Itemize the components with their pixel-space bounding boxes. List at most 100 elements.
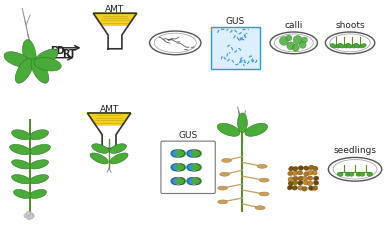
Ellipse shape — [308, 186, 314, 191]
Ellipse shape — [15, 58, 33, 83]
Ellipse shape — [220, 172, 230, 176]
Ellipse shape — [292, 180, 298, 185]
Circle shape — [292, 44, 299, 51]
Circle shape — [299, 41, 306, 48]
Ellipse shape — [308, 181, 313, 186]
Ellipse shape — [218, 200, 228, 204]
Ellipse shape — [12, 130, 31, 140]
Text: RT: RT — [62, 49, 76, 59]
Bar — [211, 27, 260, 69]
Circle shape — [28, 212, 32, 216]
Ellipse shape — [170, 150, 180, 157]
Circle shape — [287, 42, 295, 50]
Ellipse shape — [313, 181, 319, 185]
Ellipse shape — [217, 123, 240, 136]
Ellipse shape — [192, 150, 202, 157]
Ellipse shape — [10, 144, 31, 155]
Ellipse shape — [325, 32, 375, 54]
Ellipse shape — [302, 187, 307, 191]
Ellipse shape — [337, 172, 343, 176]
Ellipse shape — [92, 144, 109, 153]
Ellipse shape — [23, 40, 36, 67]
Ellipse shape — [170, 163, 180, 171]
Ellipse shape — [218, 186, 228, 190]
Ellipse shape — [33, 49, 58, 67]
Polygon shape — [93, 13, 137, 25]
Ellipse shape — [288, 177, 293, 181]
Ellipse shape — [297, 171, 303, 175]
Ellipse shape — [307, 176, 313, 180]
Ellipse shape — [90, 153, 108, 164]
Ellipse shape — [328, 158, 382, 181]
Ellipse shape — [312, 170, 317, 175]
Ellipse shape — [367, 172, 373, 176]
Polygon shape — [87, 113, 131, 125]
Ellipse shape — [292, 186, 298, 190]
Ellipse shape — [255, 206, 265, 210]
Ellipse shape — [356, 172, 362, 176]
Ellipse shape — [170, 177, 180, 185]
Ellipse shape — [352, 44, 358, 48]
Ellipse shape — [303, 180, 308, 185]
Circle shape — [27, 216, 31, 220]
Ellipse shape — [186, 163, 196, 171]
Circle shape — [302, 37, 308, 43]
Ellipse shape — [338, 44, 344, 48]
Ellipse shape — [4, 52, 30, 67]
Ellipse shape — [314, 176, 319, 181]
Ellipse shape — [302, 176, 307, 181]
Ellipse shape — [298, 186, 303, 190]
Ellipse shape — [186, 150, 196, 157]
Ellipse shape — [346, 44, 353, 48]
FancyBboxPatch shape — [161, 141, 215, 194]
Ellipse shape — [359, 172, 365, 176]
Ellipse shape — [313, 166, 318, 171]
Ellipse shape — [34, 58, 61, 71]
Ellipse shape — [245, 123, 268, 136]
Ellipse shape — [292, 171, 298, 176]
Circle shape — [26, 212, 30, 216]
Ellipse shape — [348, 172, 354, 176]
Ellipse shape — [14, 189, 31, 198]
Ellipse shape — [12, 160, 31, 169]
Ellipse shape — [150, 31, 201, 55]
Text: GUS: GUS — [179, 131, 198, 140]
Ellipse shape — [29, 160, 48, 169]
Ellipse shape — [257, 164, 267, 168]
Text: AMT: AMT — [99, 105, 119, 114]
Ellipse shape — [29, 175, 48, 184]
Ellipse shape — [287, 185, 292, 190]
Ellipse shape — [259, 178, 269, 182]
Ellipse shape — [288, 181, 293, 186]
Ellipse shape — [354, 44, 360, 48]
Ellipse shape — [192, 177, 202, 185]
Circle shape — [286, 35, 292, 41]
Ellipse shape — [192, 163, 202, 171]
Ellipse shape — [31, 58, 49, 83]
Ellipse shape — [29, 130, 49, 140]
Ellipse shape — [222, 158, 232, 162]
Circle shape — [24, 214, 28, 218]
Text: calli: calli — [285, 21, 303, 30]
Ellipse shape — [312, 186, 318, 190]
Ellipse shape — [304, 172, 309, 176]
Ellipse shape — [360, 44, 366, 48]
Ellipse shape — [29, 144, 50, 155]
Circle shape — [29, 214, 33, 219]
Text: shoots: shoots — [335, 21, 365, 30]
Text: seedlings: seedlings — [333, 146, 376, 155]
Ellipse shape — [12, 175, 31, 184]
Text: FD: FD — [50, 46, 65, 56]
Ellipse shape — [345, 172, 351, 176]
Ellipse shape — [336, 44, 342, 48]
Ellipse shape — [344, 44, 351, 48]
Ellipse shape — [289, 166, 294, 171]
Ellipse shape — [259, 192, 269, 196]
Ellipse shape — [293, 166, 298, 171]
Ellipse shape — [308, 165, 314, 170]
Ellipse shape — [29, 189, 47, 198]
Ellipse shape — [288, 171, 293, 176]
Ellipse shape — [176, 177, 186, 185]
Circle shape — [280, 36, 288, 45]
Ellipse shape — [238, 113, 247, 133]
